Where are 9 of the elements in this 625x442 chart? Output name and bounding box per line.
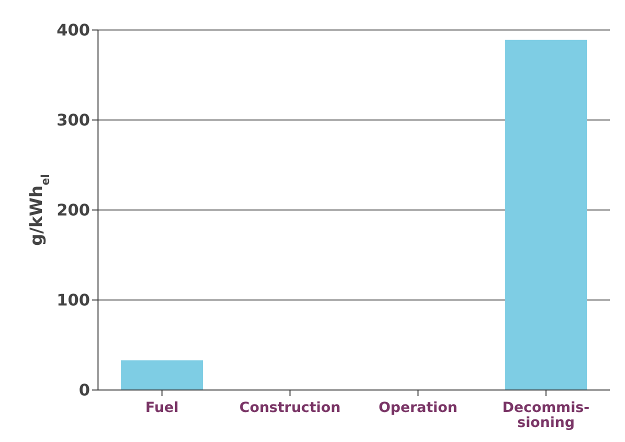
x-tick-label: Operation	[378, 400, 458, 416]
x-tick-label: Decommis- sioning	[502, 400, 590, 431]
x-tick-label: Construction	[239, 400, 341, 416]
x-tick-label: Fuel	[145, 400, 179, 416]
y-tick-label: 300	[56, 110, 90, 130]
y-tick-label: 100	[56, 290, 90, 310]
y-tick-label: 0	[78, 380, 90, 400]
y-tick-label: 200	[56, 200, 90, 220]
y-tick-label: 400	[56, 20, 90, 40]
